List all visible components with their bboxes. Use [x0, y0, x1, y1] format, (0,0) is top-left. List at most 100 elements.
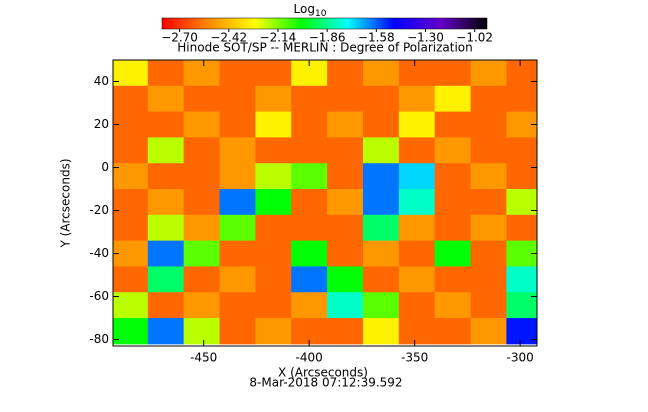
- heatmap-cell: [327, 189, 364, 216]
- heatmap-cell: [183, 214, 221, 242]
- heatmap-cell: [255, 60, 292, 87]
- heatmap-cell: [255, 137, 292, 164]
- heatmap-cell: [362, 85, 400, 113]
- heatmap-cell: [255, 240, 292, 267]
- heatmap-cell: [147, 214, 185, 242]
- heatmap-cell: [398, 266, 436, 293]
- heatmap-cell: [470, 318, 507, 345]
- heatmap-cell: [434, 240, 472, 267]
- heatmap-cell: [219, 111, 256, 138]
- y-tick-label: -20: [89, 203, 109, 217]
- heatmap-cell: [183, 137, 221, 164]
- plot-frame: [112, 59, 538, 347]
- heatmap-cell: [219, 137, 256, 164]
- heatmap-cell: [183, 240, 221, 267]
- heatmap-cell: [219, 60, 256, 87]
- heatmap-cell: [291, 266, 328, 293]
- heatmap-cell: [255, 163, 292, 190]
- heatmap-cell: [291, 85, 328, 113]
- heatmap-cell: [398, 163, 436, 190]
- heatmap-cell: [434, 163, 472, 190]
- colorbar-tick-label: −1.02: [456, 31, 493, 45]
- timestamp: 8-Mar-2018 07:12:39.592: [249, 376, 402, 390]
- colorbar-tick-label: −2.42: [210, 31, 247, 45]
- heatmap-cell: [398, 111, 436, 138]
- heatmap-cell: [147, 60, 185, 87]
- heatmap-cell: [506, 214, 537, 242]
- heatmap-cell: [147, 266, 185, 293]
- heatmap-cell: [219, 214, 256, 242]
- heatmap-cell: [183, 318, 221, 345]
- heatmap-cell: [434, 214, 472, 242]
- heatmap-cell: [255, 189, 292, 216]
- heatmap-cell: [327, 214, 364, 242]
- heatmap-cell: [113, 189, 149, 216]
- heatmap-cell: [470, 266, 507, 293]
- y-tick-label: -40: [89, 246, 109, 260]
- heatmap-cell: [219, 240, 256, 267]
- heatmap-cell: [398, 85, 436, 113]
- heatmap-cell: [434, 189, 472, 216]
- heatmap-cell: [147, 240, 185, 267]
- heatmap-cell: [113, 318, 149, 345]
- heatmap-cell: [219, 318, 256, 345]
- heatmap-cell: [219, 189, 256, 216]
- heatmap-cell: [362, 240, 400, 267]
- heatmap-cell: [183, 266, 221, 293]
- heatmap-cell: [434, 60, 472, 87]
- chart-title: Hinode SOT/SP -- MERLIN : Degree of Pola…: [177, 41, 472, 55]
- heatmap-cell: [147, 111, 185, 138]
- colorbar-title: Log10: [294, 2, 327, 19]
- heatmap-cell: [398, 189, 436, 216]
- heatmap-cell: [291, 214, 328, 242]
- heatmap-cell: [470, 189, 507, 216]
- heatmap-cell: [183, 163, 221, 190]
- heatmap: [113, 60, 537, 345]
- heatmap-cell: [291, 240, 328, 267]
- heatmap-cell: [327, 85, 364, 113]
- colorbar-tick-label: −1.30: [407, 31, 444, 45]
- heatmap-cell: [327, 318, 364, 345]
- heatmap-cell: [291, 111, 328, 138]
- colorbar-title-sub: 10: [315, 9, 327, 19]
- heatmap-cell: [398, 137, 436, 164]
- colorbar-title-main: Log: [294, 2, 315, 16]
- heatmap-cell: [219, 292, 256, 319]
- heatmap-cell: [362, 266, 400, 293]
- heatmap-cell: [113, 266, 149, 293]
- y-tick-label: 0: [101, 160, 109, 174]
- heatmap-cell: [362, 292, 400, 319]
- heatmap-cell: [362, 189, 400, 216]
- heatmap-cell: [183, 111, 221, 138]
- heatmap-cell: [362, 318, 400, 345]
- heatmap-cell: [291, 163, 328, 190]
- heatmap-cell: [470, 85, 507, 113]
- heatmap-cell: [255, 214, 292, 242]
- heatmap-cell: [470, 111, 507, 138]
- heatmap-cell: [470, 292, 507, 319]
- heatmap-cell: [327, 60, 364, 87]
- heatmap-cell: [398, 60, 436, 87]
- heatmap-cell: [255, 292, 292, 319]
- heatmap-cell: [113, 85, 149, 113]
- heatmap-cell: [506, 137, 537, 164]
- y-tick-label: 40: [94, 74, 109, 88]
- heatmap-cell: [147, 85, 185, 113]
- heatmap-cell: [434, 137, 472, 164]
- heatmap-cell: [183, 60, 221, 87]
- heatmap-cell: [434, 292, 472, 319]
- heatmap-cell: [219, 266, 256, 293]
- heatmap-cell: [470, 214, 507, 242]
- heatmap-cell: [327, 137, 364, 164]
- heatmap-cell: [291, 292, 328, 319]
- heatmap-cell: [147, 163, 185, 190]
- heatmap-cell: [362, 137, 400, 164]
- heatmap-cell: [327, 163, 364, 190]
- heatmap-cell: [113, 214, 149, 242]
- heatmap-cell: [362, 111, 400, 138]
- y-tick-label: 20: [94, 117, 109, 131]
- heatmap-cell: [362, 214, 400, 242]
- heatmap-cell: [470, 60, 507, 87]
- heatmap-cell: [327, 266, 364, 293]
